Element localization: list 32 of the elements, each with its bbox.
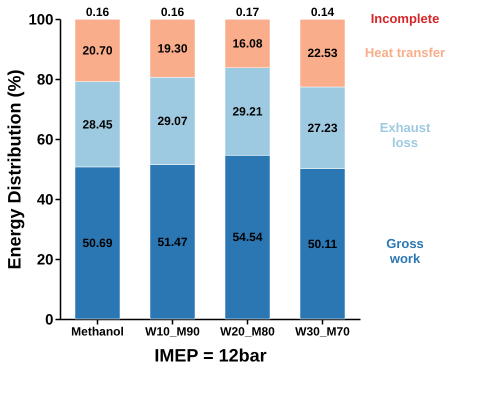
x-tick-label: Methanol bbox=[71, 324, 124, 338]
data-label: 29.21 bbox=[232, 104, 263, 119]
data-label: 54.54 bbox=[232, 230, 263, 244]
data-label: 51.47 bbox=[157, 234, 188, 249]
data-label: 19.30 bbox=[157, 41, 188, 56]
y-tick-label: 60 bbox=[36, 132, 54, 148]
x-tick-label: W20_M80 bbox=[220, 324, 276, 338]
data-label: 0.16 bbox=[86, 5, 110, 19]
x-axis-title: IMEP = 12bar bbox=[154, 346, 267, 366]
data-label: 50.11 bbox=[308, 236, 338, 251]
series-label: Heat transfer bbox=[364, 45, 446, 60]
x-tick-label: W30_M70 bbox=[295, 324, 350, 338]
y-tick-label: 0 bbox=[45, 312, 54, 328]
data-label: 50.69 bbox=[82, 236, 113, 250]
x-tick-label: W10_M90 bbox=[145, 324, 200, 338]
data-label: 28.45 bbox=[82, 117, 113, 132]
data-label: 27.23 bbox=[307, 120, 338, 135]
y-tick-label: 40 bbox=[36, 192, 54, 208]
y-axis-title: Energy Distribution (%) bbox=[4, 69, 24, 270]
data-label: 16.08 bbox=[232, 36, 263, 51]
data-label: 0.14 bbox=[310, 4, 334, 19]
text: Exhaust loss bbox=[380, 120, 431, 150]
y-tick-label: 100 bbox=[28, 12, 54, 28]
y-tick-label: 80 bbox=[36, 72, 54, 88]
text: Gross work bbox=[386, 236, 424, 266]
data-label: 22.53 bbox=[307, 46, 338, 60]
data-label: 20.70 bbox=[82, 44, 113, 58]
data-label: 0.16 bbox=[160, 5, 184, 19]
y-tick-label: 20 bbox=[36, 252, 54, 268]
data-label: 29.07 bbox=[157, 114, 188, 128]
data-label: 0.17 bbox=[236, 5, 260, 19]
series-label: Incomplete bbox=[370, 11, 440, 26]
